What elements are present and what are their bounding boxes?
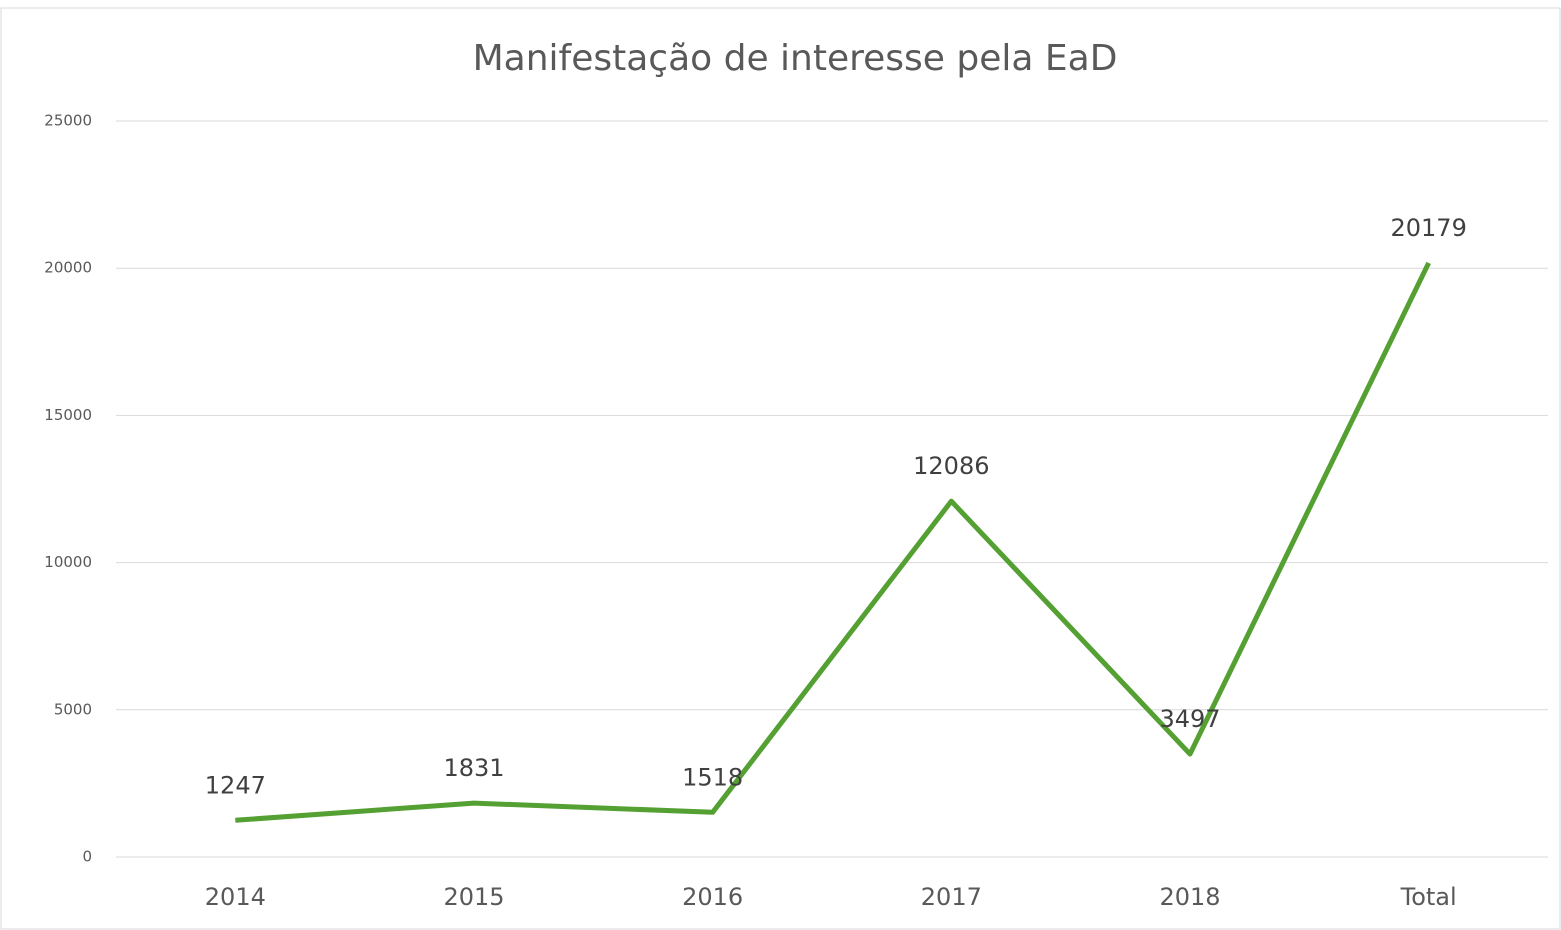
y-tick-label: 10000 bbox=[44, 553, 92, 571]
chart-title: Manifestação de interesse pela EaD bbox=[473, 38, 1118, 79]
x-tick-label: Total bbox=[1400, 883, 1457, 911]
y-tick-label: 0 bbox=[82, 848, 92, 866]
data-label: 1247 bbox=[205, 771, 266, 799]
x-tick-label: 2017 bbox=[921, 883, 982, 911]
data-label: 1831 bbox=[443, 754, 504, 782]
data-label: 12086 bbox=[913, 452, 989, 480]
x-tick-label: 2018 bbox=[1159, 883, 1220, 911]
line-series bbox=[235, 261, 1431, 823]
data-label: 1518 bbox=[682, 763, 743, 791]
x-tick-label: 2014 bbox=[205, 883, 266, 911]
y-tick-label: 15000 bbox=[44, 406, 92, 424]
x-tick-label: 2016 bbox=[682, 883, 743, 911]
data-label: 20179 bbox=[1390, 214, 1466, 242]
x-tick-label: 2015 bbox=[443, 883, 504, 911]
y-tick-label: 20000 bbox=[44, 259, 92, 277]
y-tick-label: 5000 bbox=[54, 700, 92, 718]
data-label: 3497 bbox=[1159, 705, 1220, 733]
y-tick-label: 25000 bbox=[44, 112, 92, 130]
chart-frame bbox=[0, 7, 1561, 930]
